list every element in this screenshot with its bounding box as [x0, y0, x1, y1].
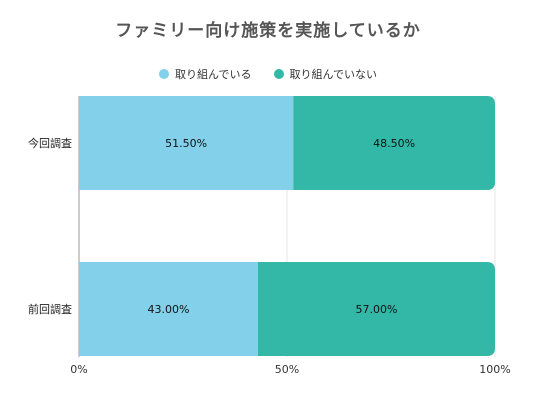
category-label: 今回調査: [28, 136, 72, 150]
legend-label-engaged: 取り組んでいる: [175, 68, 252, 81]
data-label: 48.50%: [373, 137, 415, 150]
bar-segment: [293, 96, 495, 190]
x-tick-label: 100%: [479, 363, 510, 376]
chart-title: ファミリー向け施策を実施しているか: [115, 21, 421, 41]
legend: 取り組んでいる 取り組んでいない: [0, 66, 536, 82]
category-label: 前回調査: [28, 302, 72, 316]
bar-segment: [257, 262, 495, 356]
bar-segment: [79, 96, 294, 190]
legend-label-not-engaged: 取り組んでいない: [289, 68, 377, 81]
legend-item-engaged[interactable]: 取り組んでいる: [159, 66, 252, 82]
x-tick-label: 50%: [275, 363, 299, 376]
data-label: 43.00%: [147, 303, 189, 316]
x-tick-label: 0%: [70, 363, 87, 376]
legend-swatch-not-engaged: [273, 69, 284, 79]
legend-item-not-engaged[interactable]: 取り組んでいない: [273, 66, 377, 82]
data-label: 51.50%: [165, 137, 207, 150]
data-label: 57.00%: [355, 303, 397, 316]
legend-swatch-engaged: [159, 69, 170, 79]
bar-segment: [79, 262, 258, 356]
